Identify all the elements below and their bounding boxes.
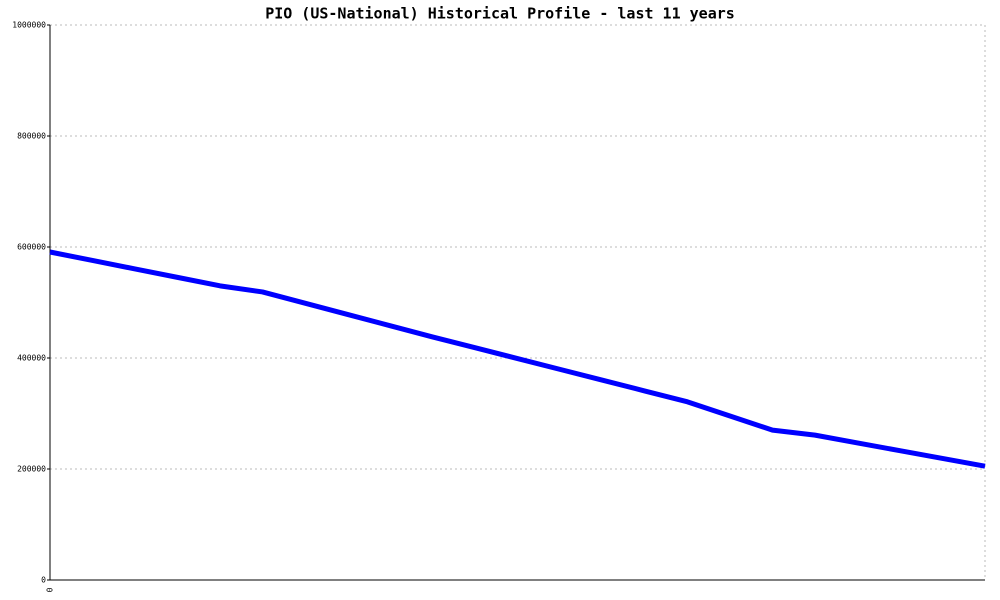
data-line: [49, 249, 986, 469]
y-tick-label: 0: [41, 576, 46, 585]
chart-title: PIO (US-National) Historical Profile - l…: [265, 5, 735, 23]
y-tick-label: 1000000: [12, 21, 46, 30]
y-tick-label: 600000: [17, 243, 46, 252]
y-tick-label: 400000: [17, 354, 46, 363]
y-tick-label: 800000: [17, 132, 46, 141]
x-tick-label: 0: [46, 587, 55, 592]
y-tick-label: 200000: [17, 465, 46, 474]
